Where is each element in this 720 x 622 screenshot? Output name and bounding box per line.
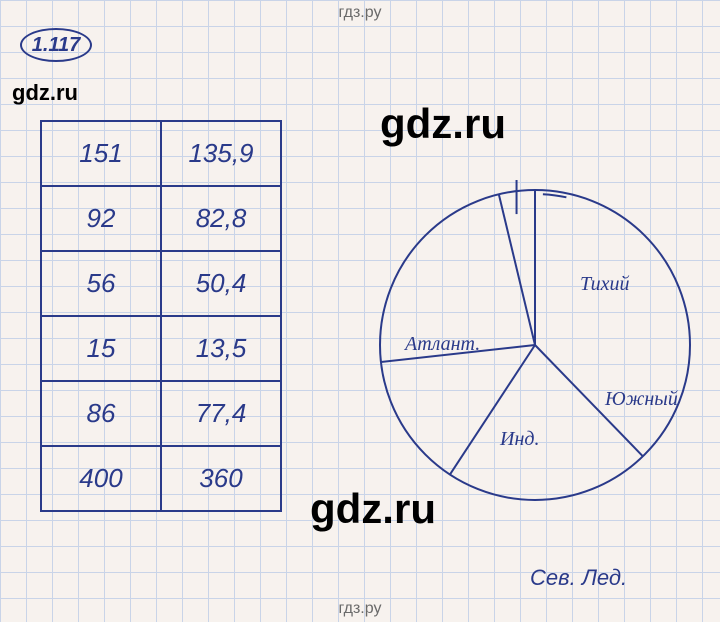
table-cell: 360 xyxy=(161,446,281,511)
data-table: 151 135,9 92 82,8 56 50,4 15 13,5 86 77,… xyxy=(40,120,282,512)
table-cell: 50,4 xyxy=(161,251,281,316)
table-row: 86 77,4 xyxy=(41,381,281,446)
table-row: 56 50,4 xyxy=(41,251,281,316)
table-cell: 77,4 xyxy=(161,381,281,446)
table-cell: 86 xyxy=(41,381,161,446)
page-header: гдз.ру xyxy=(0,4,720,22)
table-cell: 13,5 xyxy=(161,316,281,381)
watermark-top-left: gdz.ru xyxy=(12,80,78,106)
external-slice-label: Сев. Лед. xyxy=(530,565,627,591)
table-row: 92 82,8 xyxy=(41,186,281,251)
table-row: 151 135,9 xyxy=(41,121,281,186)
pie-chart-svg: Тихий Южный Инд. Атлант. xyxy=(370,180,700,510)
table-cell: 92 xyxy=(41,186,161,251)
pie-chart: Тихий Южный Инд. Атлант. xyxy=(370,180,700,510)
svg-text:Атлант.: Атлант. xyxy=(403,333,480,355)
svg-text:Тихий: Тихий xyxy=(580,273,630,295)
svg-text:Инд.: Инд. xyxy=(499,428,539,450)
watermark-top-right: gdz.ru xyxy=(380,100,506,148)
table-cell: 82,8 xyxy=(161,186,281,251)
table-row: 400 360 xyxy=(41,446,281,511)
problem-number-badge: 1.117 xyxy=(20,28,92,62)
table-cell: 135,9 xyxy=(161,121,281,186)
table-cell: 15 xyxy=(41,316,161,381)
table-cell: 151 xyxy=(41,121,161,186)
watermark-bottom: gdz.ru xyxy=(310,485,436,533)
svg-text:Южный: Южный xyxy=(604,388,678,410)
page-footer: гдз.ру xyxy=(0,600,720,618)
table-row: 15 13,5 xyxy=(41,316,281,381)
table-cell: 400 xyxy=(41,446,161,511)
problem-number: 1.117 xyxy=(32,34,81,57)
table-cell: 56 xyxy=(41,251,161,316)
